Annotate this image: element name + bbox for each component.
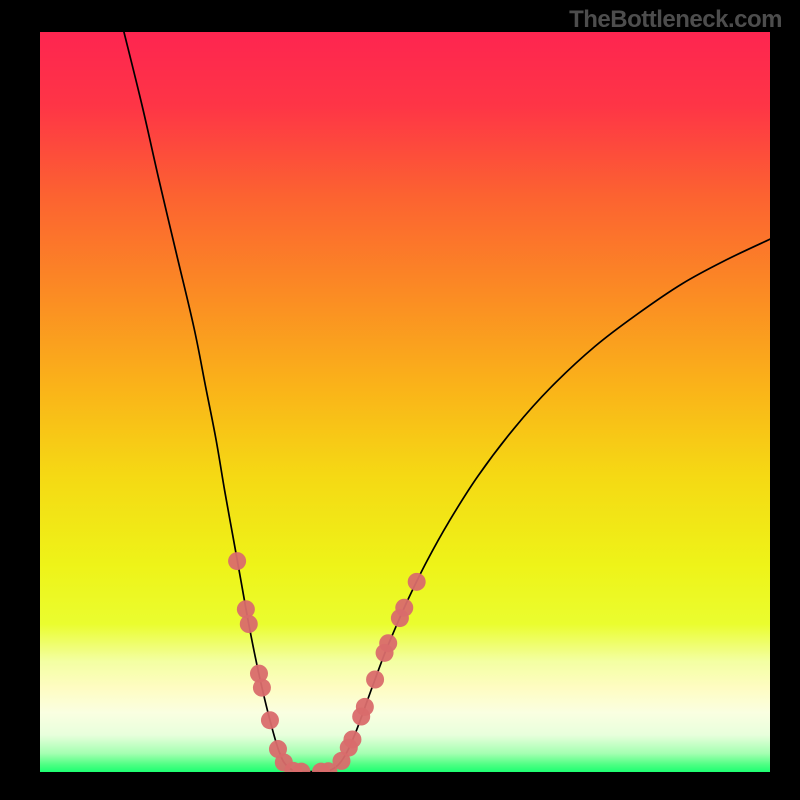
data-point bbox=[253, 679, 271, 697]
data-point bbox=[366, 671, 384, 689]
data-point bbox=[408, 573, 426, 591]
bottleneck-chart bbox=[40, 32, 770, 772]
data-point bbox=[395, 599, 413, 617]
data-point bbox=[228, 552, 246, 570]
data-point bbox=[261, 711, 279, 729]
data-point bbox=[343, 730, 361, 748]
figure-frame: TheBottleneck.com bbox=[0, 0, 800, 800]
data-point bbox=[379, 634, 397, 652]
data-point bbox=[356, 698, 374, 716]
watermark-text: TheBottleneck.com bbox=[569, 6, 782, 34]
chart-background bbox=[40, 32, 770, 772]
data-point bbox=[240, 615, 258, 633]
